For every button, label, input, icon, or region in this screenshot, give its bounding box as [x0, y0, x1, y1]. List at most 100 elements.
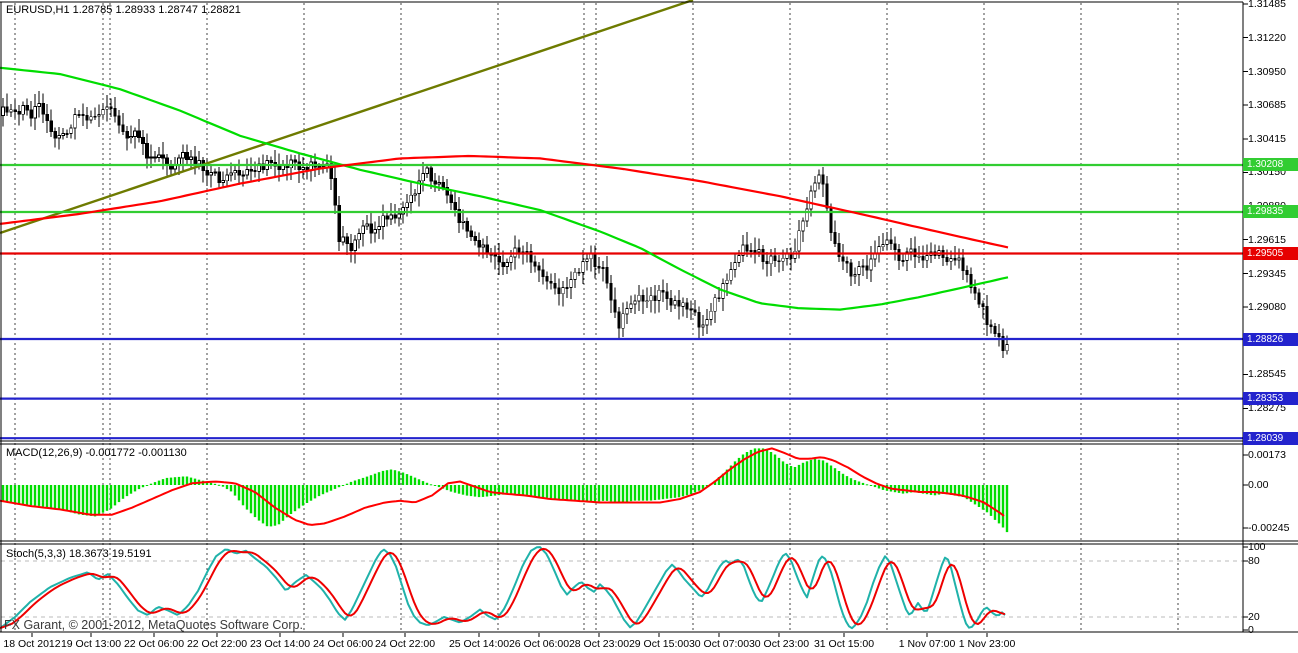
macd-histogram-bar: [613, 485, 617, 502]
candle-body-bull: [709, 310, 713, 321]
candle-body-bull: [817, 174, 821, 184]
macd-histogram-bar: [389, 469, 393, 485]
candle-body-bear: [897, 248, 901, 261]
candle-body-bear: [593, 253, 597, 267]
candle-body-bear: [193, 156, 197, 165]
macd-histogram-bar: [553, 485, 557, 499]
candle-body-bull: [93, 115, 97, 118]
macd-histogram-bar: [805, 461, 809, 485]
macd-histogram-bar: [909, 485, 913, 493]
candle-body-bear: [893, 243, 897, 250]
trendline[interactable]: [0, 0, 694, 235]
candle-body-bear: [393, 214, 397, 219]
candle-body-bull: [353, 239, 357, 252]
macd-histogram-bar: [293, 485, 297, 512]
candle-body-bull: [881, 244, 885, 248]
macd-histogram-bar: [753, 448, 757, 485]
candle-body-bull: [877, 246, 881, 254]
macd-histogram-bar: [365, 476, 369, 485]
candle-body-bull: [481, 244, 485, 248]
candle-body-bull: [157, 154, 161, 158]
macd-histogram-bar: [409, 475, 413, 485]
macd-histogram-bar: [65, 485, 69, 512]
macd-histogram-bar: [425, 482, 429, 485]
macd-histogram-bar: [749, 449, 753, 485]
candle-body-bull: [569, 279, 573, 289]
macd-histogram-bar: [353, 480, 357, 485]
candle-body-bull: [857, 265, 861, 276]
candle-body-bull: [701, 324, 705, 328]
candle-body-bear: [553, 282, 557, 289]
macd-histogram-bar: [825, 462, 829, 485]
macd-histogram-bar: [917, 485, 921, 493]
macd-histogram-bar: [325, 485, 329, 493]
candle-body-bull: [37, 102, 41, 107]
macd-histogram-bar: [853, 480, 857, 485]
candle-body-bear: [677, 299, 681, 307]
macd-histogram-bar: [861, 482, 865, 485]
horizontal-levels[interactable]: [0, 163, 1243, 440]
macd-histogram-bar: [921, 485, 925, 494]
candle-body-bull: [417, 180, 421, 195]
candle-body-bull: [629, 303, 633, 310]
candle-body-bear: [333, 178, 337, 206]
candle-body-bull: [885, 239, 889, 245]
price-tick-label: 1.30685: [1248, 99, 1286, 111]
candle-body-bear: [825, 183, 829, 209]
candle-body-bear: [921, 255, 925, 261]
candle-body-bull: [189, 156, 193, 160]
candle-body-bear: [549, 280, 553, 284]
macd-histogram-bar: [469, 485, 473, 497]
candle-body-bull: [649, 295, 653, 302]
macd-histogram-bar: [577, 485, 581, 502]
candle-body-bull: [229, 172, 233, 176]
macd-histogram-bar: [89, 485, 93, 516]
candle-body-bear: [613, 299, 617, 313]
candle-body-bull: [233, 169, 237, 174]
macd-histogram-bar: [229, 485, 233, 492]
candle-body-bull: [909, 248, 913, 253]
macd-histogram-bar: [785, 463, 789, 485]
candle-body-bull: [377, 226, 381, 230]
macd-histogram-bar: [813, 459, 817, 485]
candle-body-bull: [733, 261, 737, 271]
macd-histogram-bar: [725, 469, 729, 485]
macd-histogram-bar: [637, 485, 641, 501]
macd-histogram-bar: [305, 485, 309, 503]
candle-body-bull: [69, 127, 73, 134]
macd-histogram-bar: [429, 484, 433, 486]
macd-histogram-bar: [5, 485, 9, 502]
candle-body-bull: [705, 319, 709, 326]
candle-body-bull: [561, 287, 565, 295]
candle-body-bull: [749, 250, 753, 253]
macd-histogram-bar: [329, 485, 333, 491]
macd-histogram-bar: [621, 485, 625, 503]
macd-histogram-bar: [733, 461, 737, 485]
macd-histogram-bar: [413, 477, 417, 485]
macd-histogram-bar: [933, 485, 937, 496]
candle-body-bear: [249, 169, 253, 172]
macd-histogram-bar: [673, 485, 677, 498]
stoch-tick-label: 80: [1248, 555, 1260, 567]
macd-histogram-bar: [777, 457, 781, 485]
candle-body-bull: [105, 106, 109, 110]
macd-histogram-bar: [581, 485, 585, 502]
candle-body-bull: [581, 261, 585, 274]
trendline: [0, 0, 694, 235]
time-axis-label: 31 Oct 15:00: [813, 638, 875, 650]
macd-histogram-bar: [965, 485, 969, 500]
candle-body-bear: [449, 194, 453, 203]
price-level-badge: 1.29505: [1243, 247, 1298, 260]
candle-body-bear: [641, 294, 645, 302]
stoch-tick-label: 0: [1248, 624, 1254, 636]
candle-body-bull: [813, 182, 817, 192]
candle-body-bear: [469, 230, 473, 237]
macd-histogram-bar: [261, 485, 265, 524]
macd-histogram-bar: [701, 485, 705, 489]
candle-body-bear: [433, 180, 437, 185]
macd-histogram-bar: [313, 485, 317, 499]
macd-histogram-bar: [189, 477, 193, 485]
macd-histogram-bar: [721, 473, 725, 485]
macd-histogram-bar: [145, 485, 149, 486]
